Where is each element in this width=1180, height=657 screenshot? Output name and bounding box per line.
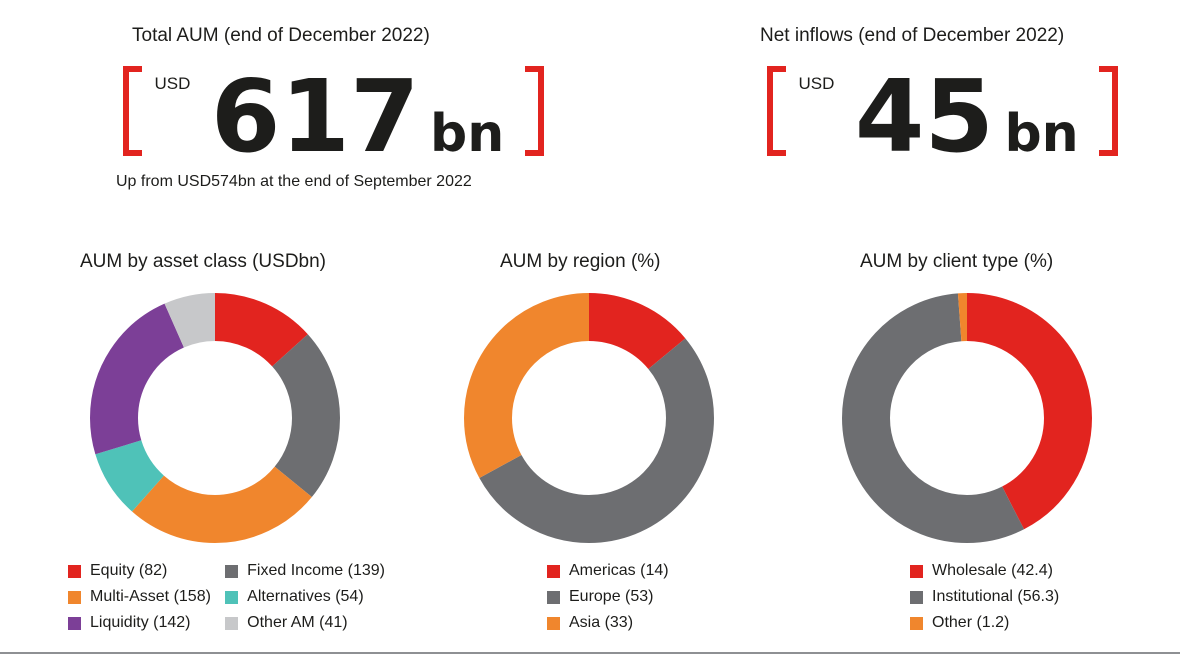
right-bracket-icon <box>525 66 544 156</box>
legend-swatch <box>68 565 81 578</box>
legend-swatch <box>910 591 923 604</box>
legend-item: Liquidity (142) <box>68 610 225 636</box>
chart-title: AUM by asset class (USDbn) <box>80 250 385 274</box>
stat-title: Total AUM (end of December 2022) <box>132 24 544 48</box>
legend-swatch <box>68 617 81 630</box>
donut-chart-asset-class <box>90 293 340 543</box>
legend-swatch <box>910 565 923 578</box>
legend-item: Americas (14) <box>547 558 669 584</box>
left-bracket-icon <box>123 66 142 156</box>
chart-legend: Americas (14) Europe (53) Asia (33) <box>547 558 760 636</box>
stat-title: Net inflows (end of December 2022) <box>760 24 1118 48</box>
stat-subtitle: Up from USD574bn at the end of September… <box>116 172 544 192</box>
legend-label: Institutional (56.3) <box>932 589 1059 605</box>
legend-label: Equity (82) <box>90 563 167 579</box>
aum-infographic: Total AUM (end of December 2022) USD 617… <box>0 0 1180 657</box>
legend-item: Multi-Asset (158) <box>68 584 225 610</box>
donut-chart-client-type <box>842 293 1092 543</box>
legend-swatch <box>910 617 923 630</box>
legend-swatch <box>225 591 238 604</box>
legend-column: Americas (14) Europe (53) Asia (33) <box>547 558 669 636</box>
legend-label: Other AM (41) <box>247 615 347 631</box>
legend-item: Fixed Income (139) <box>225 558 385 584</box>
legend-item: Wholesale (42.4) <box>910 558 1059 584</box>
legend-label: Asia (33) <box>569 615 633 631</box>
total-aum-stat: Total AUM (end of December 2022) USD 617… <box>116 24 544 192</box>
right-bracket-icon <box>1099 66 1118 156</box>
legend-swatch <box>547 617 560 630</box>
legend-swatch <box>547 565 560 578</box>
legend-column: Wholesale (42.4) Institutional (56.3) Othe… <box>910 558 1059 636</box>
legend-label: Americas (14) <box>569 563 669 579</box>
bottom-divider <box>0 652 1180 654</box>
legend-swatch <box>225 617 238 630</box>
currency-label: USD <box>154 75 190 92</box>
left-bracket-icon <box>767 66 786 156</box>
legend-label: Europe (53) <box>569 589 654 605</box>
legend-label: Multi-Asset (158) <box>90 589 211 605</box>
legend-item: Europe (53) <box>547 584 669 610</box>
chart-legend: Wholesale (42.4) Institutional (56.3) Othe… <box>910 558 1140 636</box>
chart-aum-by-region: AUM by region (%) Americas (14) Europe (5… <box>460 250 760 636</box>
chart-title: AUM by region (%) <box>500 250 760 274</box>
legend-label: Wholesale (42.4) <box>932 563 1053 579</box>
legend-swatch <box>547 591 560 604</box>
legend-item: Institutional (56.3) <box>910 584 1059 610</box>
stat-value-group: USD 45 bn <box>767 66 1118 158</box>
legend-column: Fixed Income (139) Alternatives (54) Other… <box>225 558 385 636</box>
chart-legend: Equity (82) Multi-Asset (158) Liquidity (1… <box>68 558 385 636</box>
legend-item: Alternatives (54) <box>225 584 385 610</box>
net-inflows-stat: Net inflows (end of December 2022) USD 4… <box>760 24 1118 158</box>
legend-swatch <box>225 565 238 578</box>
chart-title: AUM by client type (%) <box>860 250 1140 274</box>
legend-label: Alternatives (54) <box>247 589 364 605</box>
legend-label: Fixed Income (139) <box>247 563 385 579</box>
legend-item: Asia (33) <box>547 610 669 636</box>
legend-label: Other (1.2) <box>932 615 1009 631</box>
legend-column: Equity (82) Multi-Asset (158) Liquidity (1… <box>68 558 225 636</box>
chart-aum-by-client-type: AUM by client type (%) Wholesale (42.4) I… <box>830 250 1140 636</box>
legend-item: Other (1.2) <box>910 610 1059 636</box>
stat-value-group: USD 617 bn <box>123 66 544 158</box>
donut-chart-region <box>464 293 714 543</box>
legend-item: Other AM (41) <box>225 610 385 636</box>
legend-label: Liquidity (142) <box>90 615 191 631</box>
chart-aum-by-asset-class: AUM by asset class (USDbn) Equity (82) Mu… <box>65 250 385 636</box>
currency-label: USD <box>798 75 834 92</box>
legend-swatch <box>68 591 81 604</box>
legend-item: Equity (82) <box>68 558 225 584</box>
